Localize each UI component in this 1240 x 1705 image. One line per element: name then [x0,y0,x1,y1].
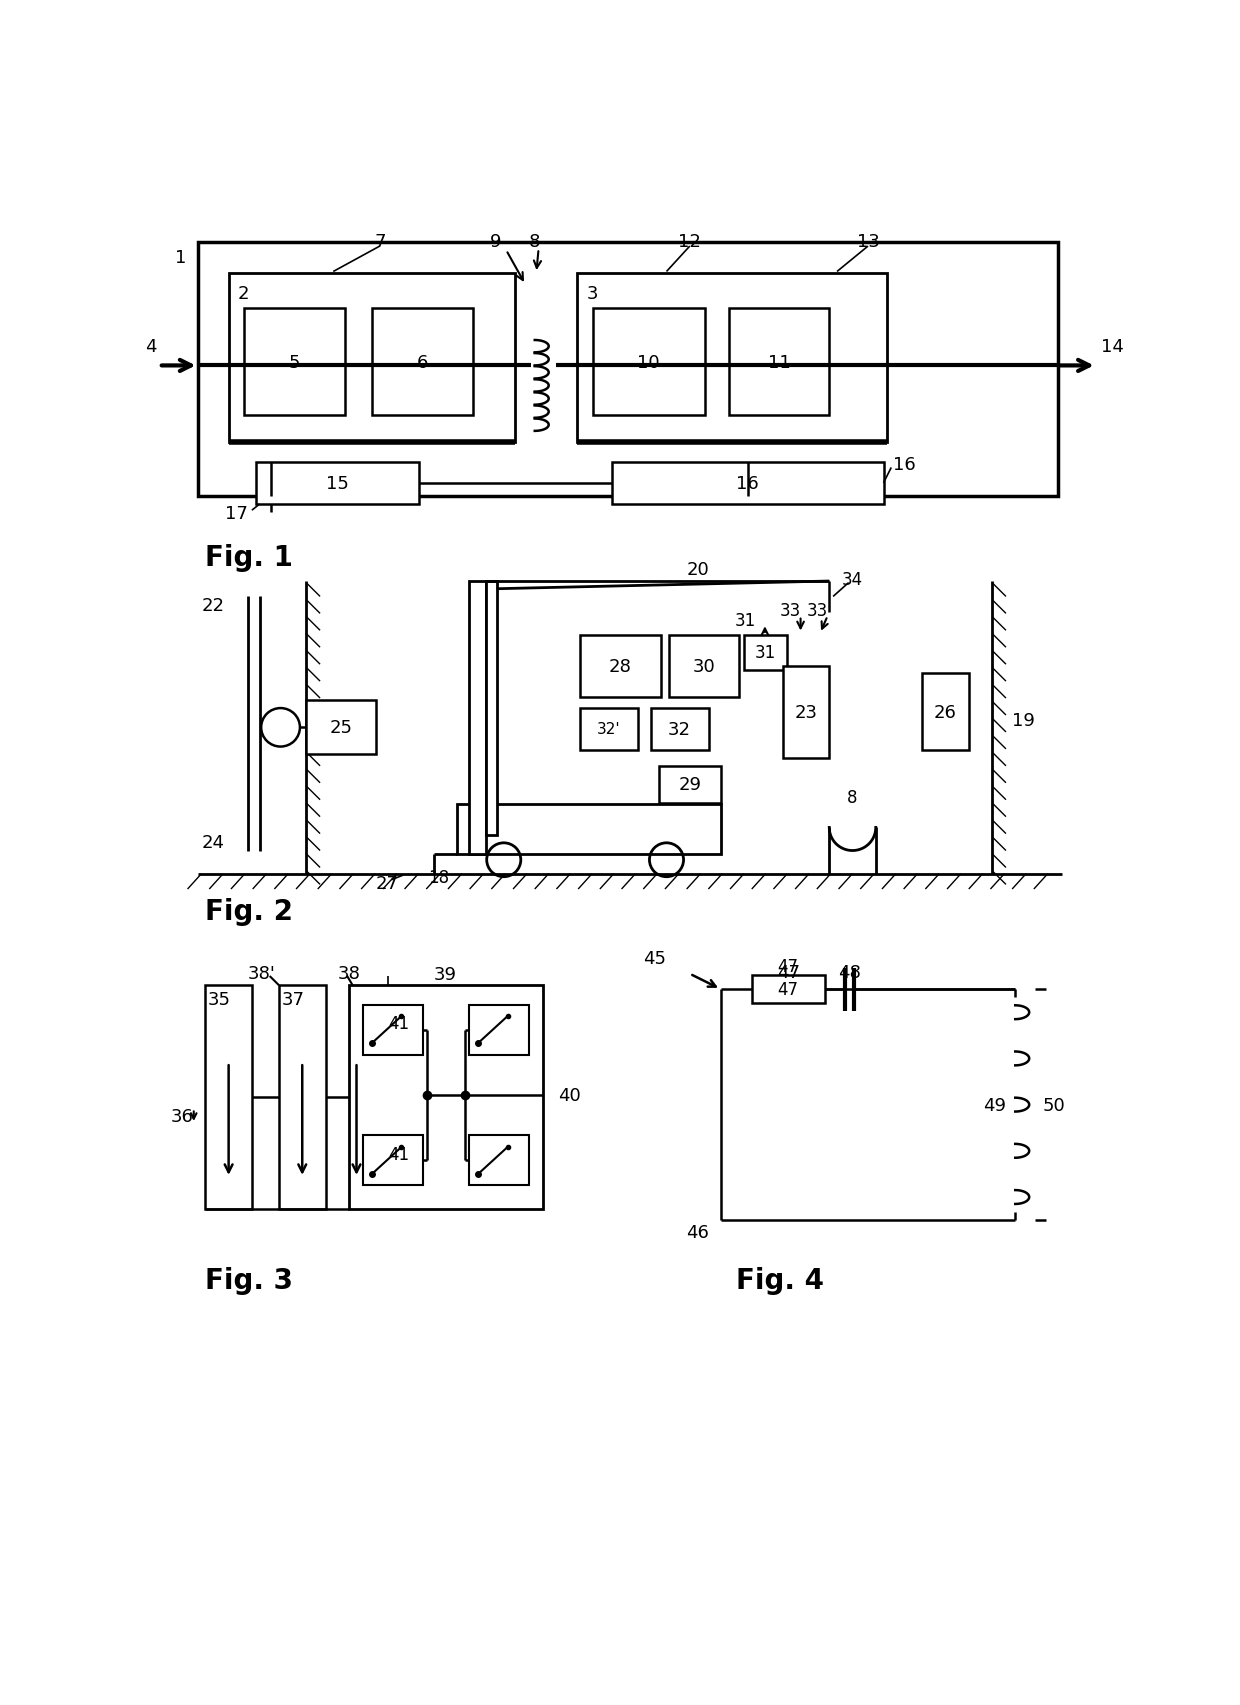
Bar [469,1004,529,1055]
Text: Fig. 3: Fig. 3 [206,1267,294,1294]
Bar [363,1004,423,1055]
Bar [458,805,720,854]
Bar [372,309,472,416]
Text: 48: 48 [838,963,861,982]
Bar [729,309,830,416]
Text: 37: 37 [281,991,304,1008]
Text: 41: 41 [388,1146,409,1163]
Bar [651,709,709,750]
Text: 9: 9 [490,232,502,251]
Bar [578,275,888,443]
Bar [486,581,497,835]
Text: 5: 5 [289,353,300,372]
Text: 34: 34 [842,571,863,590]
Bar [197,244,1058,498]
Text: 25: 25 [330,720,352,737]
Text: 20: 20 [686,561,709,580]
Text: 39: 39 [434,967,458,984]
Bar [613,462,883,505]
Text: 1: 1 [175,249,186,268]
Text: 32: 32 [668,721,691,738]
Text: 12: 12 [678,232,701,251]
Text: 23: 23 [795,704,817,721]
Text: 18: 18 [428,870,449,887]
Text: 36: 36 [171,1108,193,1125]
Text: 14: 14 [1101,338,1123,356]
Text: 17: 17 [226,505,248,523]
Text: 35: 35 [207,991,231,1008]
Text: 26: 26 [934,704,957,721]
Text: 3: 3 [587,285,598,302]
Text: 38': 38' [247,965,275,982]
Text: 41: 41 [388,1014,409,1033]
Bar [782,667,830,759]
Text: Fig. 2: Fig. 2 [206,897,294,926]
Bar [469,1136,529,1185]
Bar [580,709,637,750]
Text: 50: 50 [1043,1096,1065,1113]
Text: 38: 38 [337,965,360,982]
Text: 49: 49 [983,1096,1006,1113]
Text: 40: 40 [558,1086,580,1105]
Bar [658,766,720,803]
Bar [279,985,325,1209]
Bar [255,462,419,505]
Text: 45: 45 [644,950,667,968]
Bar [469,581,486,854]
Bar [206,985,252,1209]
Text: 22: 22 [202,597,224,616]
Bar [744,636,786,670]
Bar [228,275,516,443]
Text: 6: 6 [417,353,428,372]
Text: 8: 8 [529,232,541,251]
Text: 30: 30 [692,658,715,675]
Text: 8: 8 [847,788,858,806]
Text: 16: 16 [893,455,915,474]
Bar [306,701,376,755]
Text: 15: 15 [326,474,348,493]
Text: 31: 31 [754,643,775,662]
Text: 24: 24 [202,834,224,851]
Text: 33: 33 [780,602,801,621]
Text: 13: 13 [857,232,879,251]
Bar [923,673,968,750]
Text: Fig. 4: Fig. 4 [737,1267,825,1294]
Bar [244,309,345,416]
Bar [580,636,661,697]
Text: 47: 47 [777,980,799,999]
Text: 19: 19 [1012,711,1034,730]
Text: 4: 4 [145,338,157,356]
Bar [751,975,826,1003]
Text: 11: 11 [768,353,790,372]
Text: 7: 7 [374,232,386,251]
Text: 46: 46 [686,1222,709,1241]
Bar [593,309,706,416]
Text: Fig. 1: Fig. 1 [206,544,293,571]
Bar [363,1136,423,1185]
Text: 47: 47 [777,958,799,975]
Text: 32': 32' [596,721,620,737]
Text: 33: 33 [807,602,828,621]
Text: 10: 10 [637,353,660,372]
Text: 27: 27 [376,875,399,892]
Text: 31: 31 [734,610,755,629]
Text: 29: 29 [678,776,702,795]
Bar [668,636,739,697]
Bar [348,985,543,1209]
Text: 47: 47 [776,963,800,982]
Text: 28: 28 [609,658,631,675]
Text: 2: 2 [238,285,249,302]
Text: 16: 16 [737,474,759,493]
